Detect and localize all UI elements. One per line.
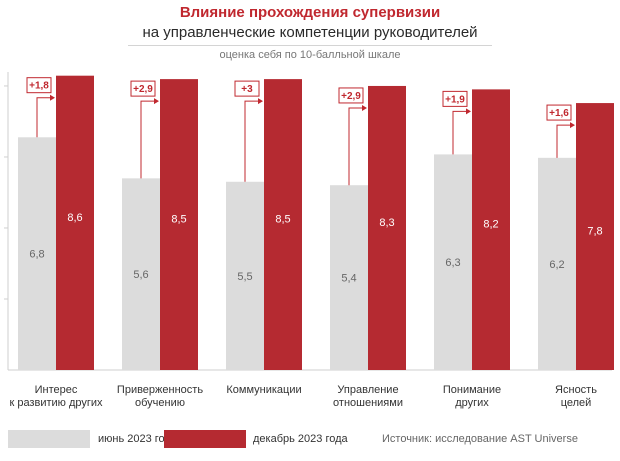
delta-connector bbox=[140, 100, 158, 179]
delta-arrowhead bbox=[570, 122, 575, 129]
delta-label: +1,6 bbox=[549, 108, 569, 119]
bar-june bbox=[330, 185, 368, 370]
category-label: обучению bbox=[135, 397, 185, 409]
bar-december bbox=[576, 103, 614, 371]
delta-label: +1,9 bbox=[445, 94, 465, 105]
chart-subtitle: оценка себя по 10-балльной шкале bbox=[219, 49, 401, 61]
source-note: Источник: исследование AST Universe bbox=[382, 433, 578, 445]
category-label: Управление bbox=[337, 384, 398, 396]
delta-connector bbox=[556, 124, 574, 158]
bar-december bbox=[264, 79, 302, 370]
chart-title: Влияние прохождения супервизии bbox=[179, 4, 441, 21]
data-label-june: 5,6 bbox=[133, 269, 148, 281]
delta-arrowhead bbox=[154, 98, 159, 105]
delta-connector bbox=[452, 110, 470, 155]
category-label: Понимание bbox=[443, 384, 501, 396]
delta-badge bbox=[442, 90, 468, 107]
delta-badge bbox=[26, 77, 52, 94]
delta-label: +2,9 bbox=[133, 84, 153, 95]
delta-badge bbox=[546, 104, 572, 121]
category-label: других bbox=[455, 397, 489, 409]
data-label-june: 6,2 bbox=[549, 259, 564, 271]
bar-june bbox=[434, 154, 472, 370]
legend-swatch-december bbox=[164, 430, 246, 448]
delta-badge bbox=[234, 80, 260, 97]
category-label: отношениями bbox=[333, 397, 403, 409]
category-label: к развитию других bbox=[9, 397, 103, 409]
chart-title-line2: на управленческие компетенции руководите… bbox=[142, 24, 478, 41]
bar-june bbox=[538, 157, 576, 370]
legend-label-december: декабрь 2023 года bbox=[253, 433, 348, 445]
data-label-december: 8,2 bbox=[483, 219, 498, 231]
data-label-december: 8,5 bbox=[171, 214, 186, 226]
bar-december bbox=[472, 89, 510, 370]
bar-december bbox=[160, 79, 198, 370]
delta-arrowhead bbox=[466, 108, 471, 115]
bar-june bbox=[122, 178, 160, 370]
delta-arrowhead bbox=[50, 94, 55, 101]
data-label-december: 8,5 bbox=[275, 214, 290, 226]
category-label: Коммуникации bbox=[226, 384, 301, 396]
delta-connector bbox=[348, 107, 366, 186]
delta-badge bbox=[338, 87, 364, 104]
data-label-december: 7,8 bbox=[587, 226, 602, 238]
data-label-june: 6,3 bbox=[445, 257, 460, 269]
delta-label: +1,8 bbox=[29, 81, 49, 92]
data-label-june: 5,5 bbox=[237, 271, 252, 283]
data-label-june: 5,4 bbox=[341, 273, 356, 285]
bar-december bbox=[56, 75, 94, 370]
delta-badge bbox=[130, 80, 156, 97]
category-label: Интерес bbox=[35, 384, 78, 396]
legend-label-june: июнь 2023 года bbox=[98, 433, 177, 445]
delta-connector bbox=[244, 100, 262, 182]
bar-june bbox=[18, 137, 56, 370]
data-label-december: 8,6 bbox=[67, 212, 82, 224]
legend-swatch-june bbox=[8, 430, 90, 448]
category-label: Ясность bbox=[555, 384, 597, 396]
data-label-june: 6,8 bbox=[29, 249, 44, 261]
category-label: Приверженность bbox=[117, 384, 203, 396]
delta-connector bbox=[36, 97, 54, 138]
title-divider bbox=[128, 45, 492, 46]
delta-arrowhead bbox=[362, 104, 367, 111]
delta-label: +3 bbox=[241, 84, 253, 95]
category-label: целей bbox=[561, 397, 592, 409]
data-label-december: 8,3 bbox=[379, 217, 394, 229]
bar-december bbox=[368, 85, 406, 370]
bar-june bbox=[226, 181, 264, 370]
delta-arrowhead bbox=[258, 98, 263, 105]
delta-label: +2,9 bbox=[341, 91, 361, 102]
